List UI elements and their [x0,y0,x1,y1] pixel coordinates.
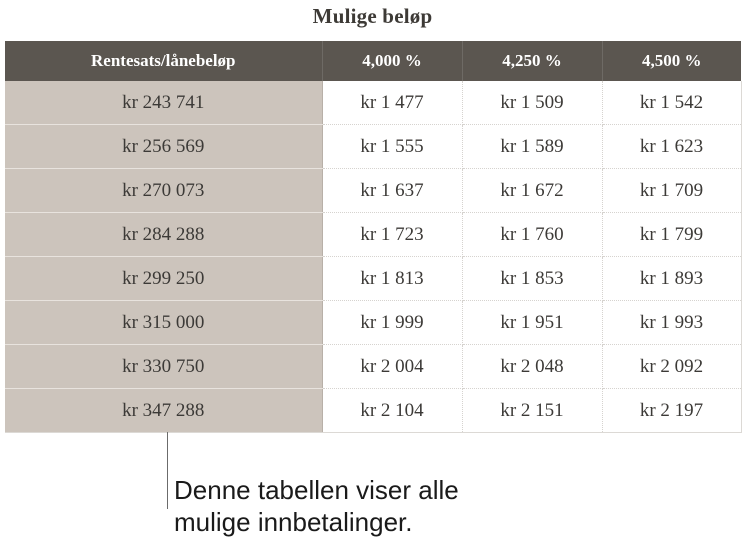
table-row: kr 256 569 kr 1 555 kr 1 589 kr 1 623 [5,124,742,169]
table-row: kr 243 741 kr 1 477 kr 1 509 kr 1 542 [5,81,742,125]
table-row: kr 270 073 kr 1 637 kr 1 672 kr 1 709 [5,168,742,213]
table-row: kr 315 000 kr 1 999 kr 1 951 kr 1 993 [5,300,742,345]
table-row: kr 284 288 kr 1 723 kr 1 760 kr 1 799 [5,212,742,257]
header-cell-rate-4500: 4,500 % [601,41,741,81]
table-row: kr 299 250 kr 1 813 kr 1 853 kr 1 893 [5,256,742,301]
loan-amount-cell: kr 256 569 [5,124,323,169]
payment-cell: kr 1 672 [462,168,603,213]
loan-amount-cell: kr 330 750 [5,344,323,389]
loan-amount-cell: kr 347 288 [5,388,323,433]
payment-cell: kr 2 092 [602,344,742,389]
payment-cell: kr 1 760 [462,212,603,257]
loan-amount-cell: kr 315 000 [5,300,323,345]
payment-cell: kr 1 799 [602,212,742,257]
payment-cell: kr 1 637 [322,168,463,213]
payment-cell: kr 1 893 [602,256,742,301]
payment-cell: kr 1 555 [322,124,463,169]
payment-cell: kr 1 623 [602,124,742,169]
payment-cell: kr 1 813 [322,256,463,301]
payment-cell: kr 1 999 [322,300,463,345]
payment-cell: kr 1 477 [322,81,463,125]
loan-amount-cell: kr 299 250 [5,256,323,301]
header-cell-rate-amount: Rentesats/lånebeløp [5,41,322,81]
header-cell-rate-4250: 4,250 % [461,41,602,81]
payments-table: Rentesats/lånebeløp 4,000 % 4,250 % 4,50… [5,41,742,433]
loan-amount-cell: kr 284 288 [5,212,323,257]
loan-amount-cell: kr 243 741 [5,81,323,125]
payment-cell: kr 1 853 [462,256,603,301]
payment-cell: kr 1 951 [462,300,603,345]
callout-text-line: mulige innbetalinger. [174,507,413,537]
payment-cell: kr 1 723 [322,212,463,257]
payment-cell: kr 2 048 [462,344,603,389]
callout-text: Denne tabellen viser alle mulige innbeta… [174,474,574,538]
payment-cell: kr 2 151 [462,388,603,433]
callout-text-line: Denne tabellen viser alle [174,475,459,505]
payment-cell: kr 2 104 [322,388,463,433]
header-cell-rate-4000: 4,000 % [321,41,462,81]
callout-line [167,432,168,509]
payment-cell: kr 1 709 [602,168,742,213]
payment-cell: kr 1 993 [602,300,742,345]
header-row: Rentesats/lånebeløp 4,000 % 4,250 % 4,50… [5,41,741,81]
loan-amount-cell: kr 270 073 [5,168,323,213]
table-row: kr 330 750 kr 2 004 kr 2 048 kr 2 092 [5,344,742,389]
payment-cell: kr 1 509 [462,81,603,125]
payment-cell: kr 1 542 [602,81,742,125]
payment-cell: kr 2 004 [322,344,463,389]
table-row: kr 347 288 kr 2 104 kr 2 151 kr 2 197 [5,388,742,433]
payment-cell: kr 2 197 [602,388,742,433]
table-title: Mulige beløp [312,4,433,28]
payment-cell: kr 1 589 [462,124,603,169]
